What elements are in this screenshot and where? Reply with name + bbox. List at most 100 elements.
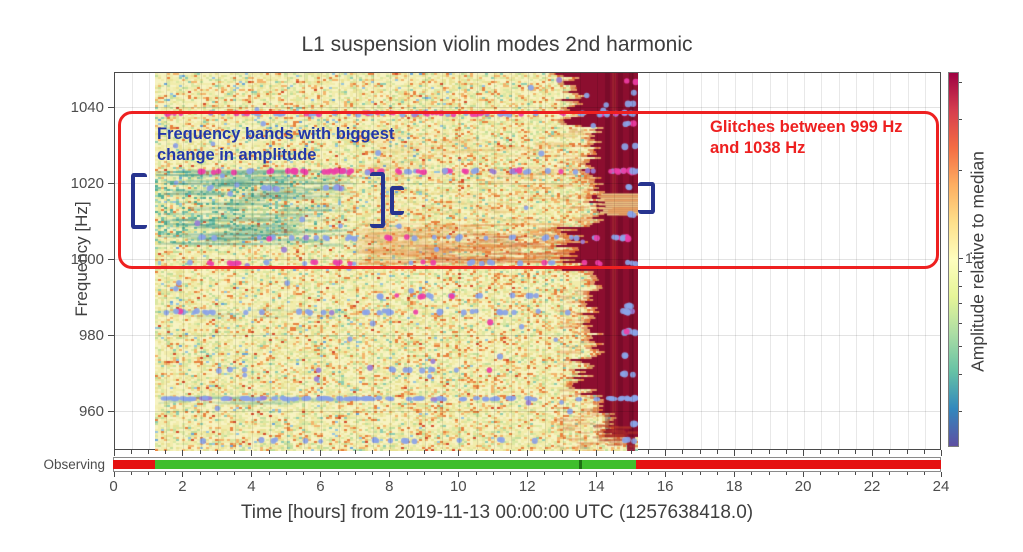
gridline-horizontal	[115, 410, 940, 412]
gridline-vertical	[252, 73, 254, 449]
x-tick-mark	[544, 471, 546, 475]
x-tick-mark	[751, 450, 753, 454]
x-tick-mark	[665, 450, 667, 456]
x-tick-mark	[113, 450, 115, 456]
x-tick-mark	[682, 450, 684, 454]
x-tick-mark	[716, 450, 718, 454]
observing-segment	[113, 459, 155, 469]
gridline-vertical	[597, 73, 599, 449]
x-tick-mark	[458, 471, 460, 477]
x-tick-label: 10	[449, 478, 467, 495]
gridline-vertical	[373, 73, 375, 449]
gridline-vertical	[166, 73, 168, 449]
gridline-vertical	[459, 73, 461, 449]
observing-segment	[154, 459, 579, 469]
chart-title: L1 suspension violin modes 2nd harmonic	[301, 33, 693, 56]
y-tick-mark	[108, 410, 114, 412]
gridline-vertical	[217, 73, 219, 449]
gridline-vertical	[235, 73, 237, 449]
x-tick-label: 0	[109, 478, 118, 495]
x-tick-mark	[854, 450, 856, 454]
x-tick-mark	[234, 471, 236, 475]
glitch-annotation-text: Glitches between 999 Hz and 1038 Hz	[709, 117, 903, 157]
x-tick-mark	[630, 471, 632, 475]
y-tick-mark	[108, 182, 114, 184]
bracket-annotation	[637, 181, 655, 215]
x-tick-mark	[630, 450, 632, 454]
x-tick-mark	[613, 471, 615, 475]
x-tick-label: 8	[385, 478, 394, 495]
x-tick-mark	[389, 450, 391, 456]
x-tick-mark	[492, 471, 494, 475]
x-tick-mark	[182, 450, 184, 456]
x-tick-label: 18	[725, 478, 743, 495]
gridline-vertical	[511, 73, 512, 449]
x-tick-mark	[803, 471, 805, 477]
x-tick-mark	[441, 450, 443, 454]
x-tick-mark	[354, 471, 356, 475]
x-tick-label: 2	[178, 478, 187, 495]
x-tick-mark	[372, 450, 374, 454]
x-tick-mark	[596, 450, 598, 456]
gridline-vertical	[148, 73, 150, 449]
gridline-horizontal	[115, 258, 940, 260]
x-tick-mark	[647, 450, 649, 454]
x-tick-mark	[923, 450, 925, 454]
x-tick-mark	[285, 471, 287, 475]
x-tick-mark	[182, 471, 184, 477]
x-tick-mark	[647, 471, 649, 475]
gridline-vertical	[700, 73, 702, 449]
x-tick-mark	[268, 450, 270, 454]
x-tick-mark	[734, 450, 736, 456]
x-tick-mark	[820, 471, 822, 475]
gridline-vertical	[407, 73, 409, 449]
gridline-vertical	[821, 73, 823, 449]
x-tick-mark	[423, 471, 425, 475]
x-tick-mark	[785, 450, 787, 454]
colorbar-minor-tick	[959, 170, 962, 172]
y-tick-mark	[108, 106, 114, 108]
x-tick-mark	[423, 450, 425, 454]
gridline-vertical	[752, 73, 754, 449]
gridline-vertical	[442, 73, 444, 449]
gridline-vertical	[131, 73, 133, 449]
x-tick-mark	[406, 471, 408, 475]
colorbar-minor-tick	[959, 303, 962, 305]
gridline-vertical	[476, 73, 478, 449]
x-tick-label: 4	[247, 478, 256, 495]
glitch-highlight-box	[117, 111, 940, 270]
x-tick-mark	[889, 471, 891, 475]
x-tick-mark	[492, 450, 494, 454]
x-axis-label: Time [hours] from 2019-11-13 00:00:00 UT…	[240, 502, 754, 523]
x-tick-mark	[147, 471, 149, 475]
gridline-vertical	[717, 73, 719, 449]
x-tick-mark	[941, 471, 942, 477]
gridline-vertical	[200, 73, 202, 449]
x-tick-mark	[803, 450, 805, 456]
x-tick-mark	[527, 471, 529, 477]
gridline-vertical	[614, 73, 616, 449]
observing-status-bar	[113, 457, 941, 472]
x-tick-mark	[303, 471, 305, 475]
x-tick-mark	[596, 471, 598, 477]
x-tick-mark	[458, 450, 460, 456]
gridline-vertical	[631, 73, 633, 449]
x-tick-mark	[699, 450, 701, 454]
x-tick-mark	[441, 471, 443, 475]
y-tick-mark	[108, 258, 114, 260]
x-tick-mark	[578, 450, 580, 454]
x-tick-mark	[147, 450, 149, 454]
colorbar-minor-tick	[959, 82, 962, 84]
x-tick-mark	[768, 450, 770, 454]
x-tick-mark	[923, 471, 925, 475]
colorbar-minor-tick	[959, 345, 962, 347]
colorbar-minor-tick	[959, 374, 962, 376]
gridline-vertical	[804, 73, 806, 449]
gridline-vertical	[321, 73, 323, 449]
gridline-horizontal	[115, 106, 940, 108]
gridline-vertical	[786, 73, 788, 449]
colorbar-major-tick	[959, 258, 963, 259]
x-tick-label: 12	[518, 478, 536, 495]
gridline-vertical	[683, 73, 685, 449]
y-tick-label: 1000	[70, 250, 104, 268]
